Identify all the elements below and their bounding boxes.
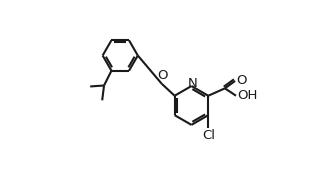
Text: O: O bbox=[157, 69, 167, 82]
Text: N: N bbox=[188, 77, 198, 90]
Text: OH: OH bbox=[237, 89, 258, 102]
Text: O: O bbox=[236, 74, 247, 88]
Text: Cl: Cl bbox=[202, 129, 215, 142]
